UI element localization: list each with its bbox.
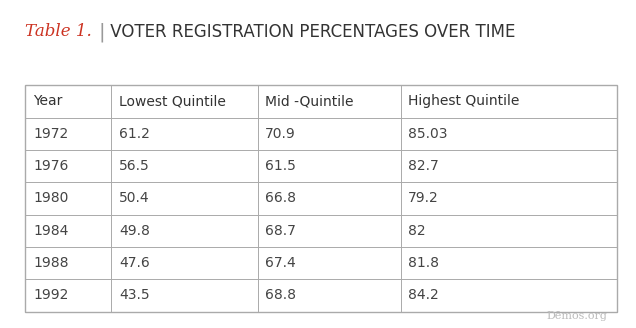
Text: 85.03: 85.03 (408, 127, 448, 141)
Text: 61.5: 61.5 (265, 159, 296, 173)
Text: Table 1.: Table 1. (25, 23, 92, 40)
Text: 79.2: 79.2 (408, 192, 439, 205)
Text: 68.8: 68.8 (265, 288, 296, 302)
Text: Highest Quintile: Highest Quintile (408, 94, 520, 109)
Text: 1980: 1980 (33, 192, 69, 205)
Text: Mid -Quintile: Mid -Quintile (265, 94, 354, 109)
Text: VOTER REGISTRATION PERCENTAGES OVER TIME: VOTER REGISTRATION PERCENTAGES OVER TIME (105, 23, 515, 41)
Text: Year: Year (33, 94, 62, 109)
Text: 49.8: 49.8 (119, 224, 150, 238)
Text: |: | (99, 23, 105, 42)
Text: 1988: 1988 (33, 256, 69, 270)
Text: 82.7: 82.7 (408, 159, 439, 173)
Text: Lowest Quintile: Lowest Quintile (119, 94, 226, 109)
Text: 1984: 1984 (33, 224, 69, 238)
Text: 82: 82 (408, 224, 426, 238)
Text: 43.5: 43.5 (119, 288, 149, 302)
Text: 66.8: 66.8 (265, 192, 296, 205)
Text: 68.7: 68.7 (265, 224, 296, 238)
Text: Dēmos.org: Dēmos.org (546, 312, 607, 321)
Text: 67.4: 67.4 (265, 256, 296, 270)
Text: 81.8: 81.8 (408, 256, 439, 270)
Text: 1972: 1972 (33, 127, 68, 141)
Text: 61.2: 61.2 (119, 127, 150, 141)
Text: 84.2: 84.2 (408, 288, 439, 302)
Text: 50.4: 50.4 (119, 192, 149, 205)
Text: 70.9: 70.9 (265, 127, 296, 141)
Text: 1992: 1992 (33, 288, 69, 302)
Text: 1976: 1976 (33, 159, 69, 173)
Text: 47.6: 47.6 (119, 256, 149, 270)
Text: 56.5: 56.5 (119, 159, 149, 173)
